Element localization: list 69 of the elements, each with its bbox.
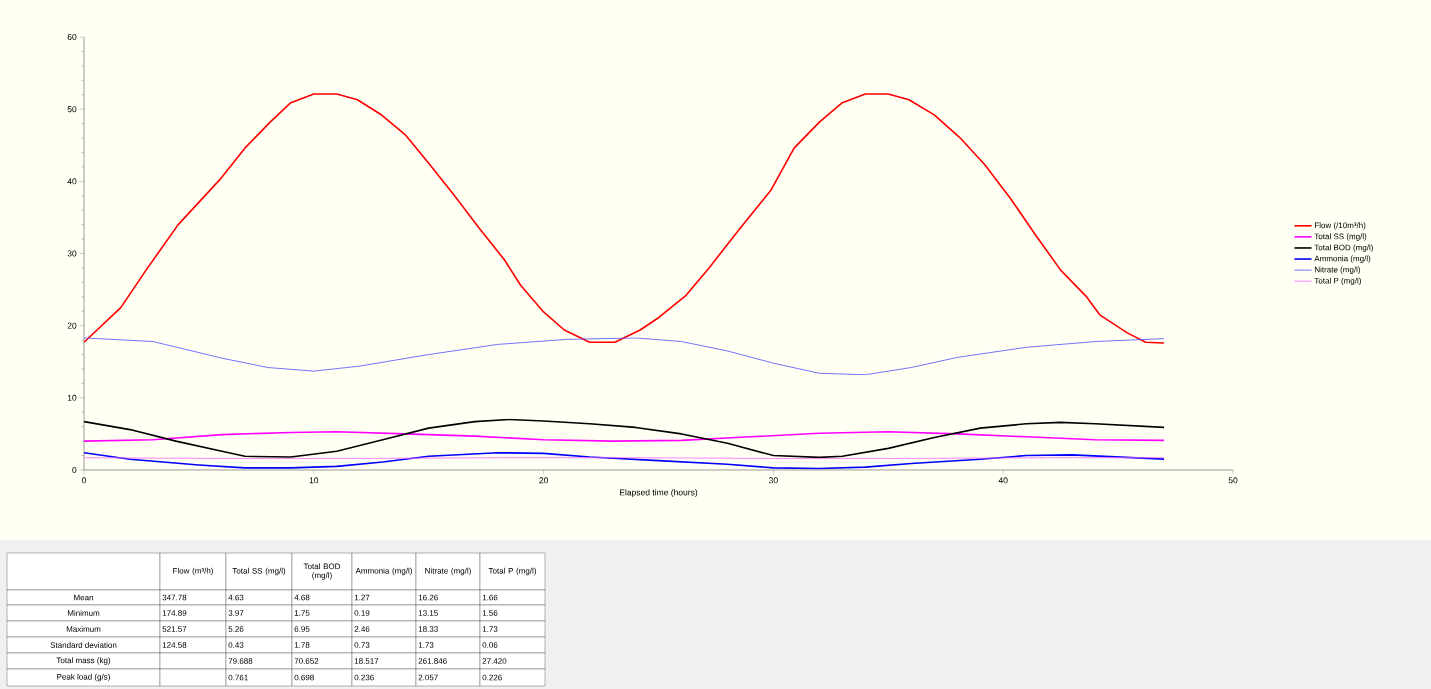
text: 18.33 (418, 626, 438, 632)
text: Total P (mg/l) (488, 567, 537, 576)
line-series (84, 337, 1165, 376)
text: 2.46 (354, 626, 370, 632)
text: 0.226 (482, 674, 502, 681)
text: Peak load (g/s) (57, 673, 110, 682)
text: 27.420 (482, 658, 507, 664)
x-axis-title: Elapsed time (hours) (619, 489, 698, 498)
text: Total mass (kg) (56, 657, 111, 665)
y-tick-label: 20 (67, 322, 77, 329)
text: 2.057 (418, 674, 438, 681)
text: 521.57 (162, 626, 187, 632)
text: Nitrate (mg/l) (425, 567, 471, 576)
x-tick-label: 0 (81, 477, 87, 484)
text: 1.66 (482, 594, 498, 601)
text: Standard deviation (50, 642, 117, 648)
text: 13.15 (418, 610, 438, 616)
text: Total SS (mg/l) (232, 567, 286, 576)
text: 1.78 (294, 642, 310, 648)
text: 0.19 (354, 610, 370, 616)
text: 0.236 (354, 674, 374, 681)
text: 79.688 (228, 658, 253, 664)
y-tick-label: 50 (67, 106, 77, 113)
text: 1.56 (482, 610, 498, 616)
line-series (84, 93, 1165, 344)
y-tick-label: 30 (67, 250, 77, 257)
text: Total BOD (mg/l) (303, 563, 341, 580)
line-series (84, 430, 1165, 442)
text: 174.89 (162, 610, 187, 616)
x-tick-label: 40 (998, 477, 1008, 484)
text: Mean (74, 594, 93, 601)
text: 1.27 (354, 594, 370, 601)
text: 0.698 (294, 674, 314, 681)
x-tick-label: 20 (539, 477, 548, 484)
legend-label: Total BOD (mg/l) (1314, 244, 1373, 252)
x-tick-label: 30 (769, 477, 778, 484)
y-tick-label: 10 (67, 394, 77, 401)
text: Ammonia (mg/l) (355, 567, 412, 576)
legend-label: Ammonia (mg/l) (1314, 255, 1371, 263)
text: Minimum (67, 610, 100, 616)
legend-label: Nitrate (mg/l) (1314, 266, 1361, 275)
text: 6.95 (294, 626, 310, 632)
text: 0.761 (228, 674, 248, 681)
text: 0.43 (228, 642, 244, 648)
text: 1.73 (418, 642, 434, 648)
text: 70.652 (294, 658, 319, 664)
text: 261.846 (418, 658, 447, 664)
text: 4.63 (228, 594, 244, 601)
text: Maximum (66, 626, 101, 632)
x-tick-label: 10 (309, 477, 319, 484)
text: 18.517 (354, 658, 379, 664)
text: 1.75 (294, 610, 310, 616)
legend-label: Total SS (mg/l) (1314, 233, 1367, 241)
text: 5.26 (228, 626, 244, 632)
text: 4.68 (294, 594, 310, 601)
y-tick-label: 40 (67, 178, 77, 185)
legend-label: Total P (mg/l) (1314, 277, 1361, 286)
text: 3.97 (228, 610, 244, 616)
text: 16.26 (418, 594, 438, 601)
x-tick-label: 50 (1228, 477, 1238, 484)
text: 347.78 (162, 594, 187, 601)
y-tick-label: 0 (72, 467, 77, 473)
y-tick-label: 60 (67, 34, 77, 40)
text: 124.58 (162, 642, 187, 648)
text: 0.73 (354, 642, 370, 648)
legend-label: Flow (/10m³/h) (1314, 222, 1366, 230)
text: 1.73 (482, 626, 498, 632)
text: Flow (m³/h) (173, 567, 213, 576)
text: 0.06 (482, 642, 498, 648)
